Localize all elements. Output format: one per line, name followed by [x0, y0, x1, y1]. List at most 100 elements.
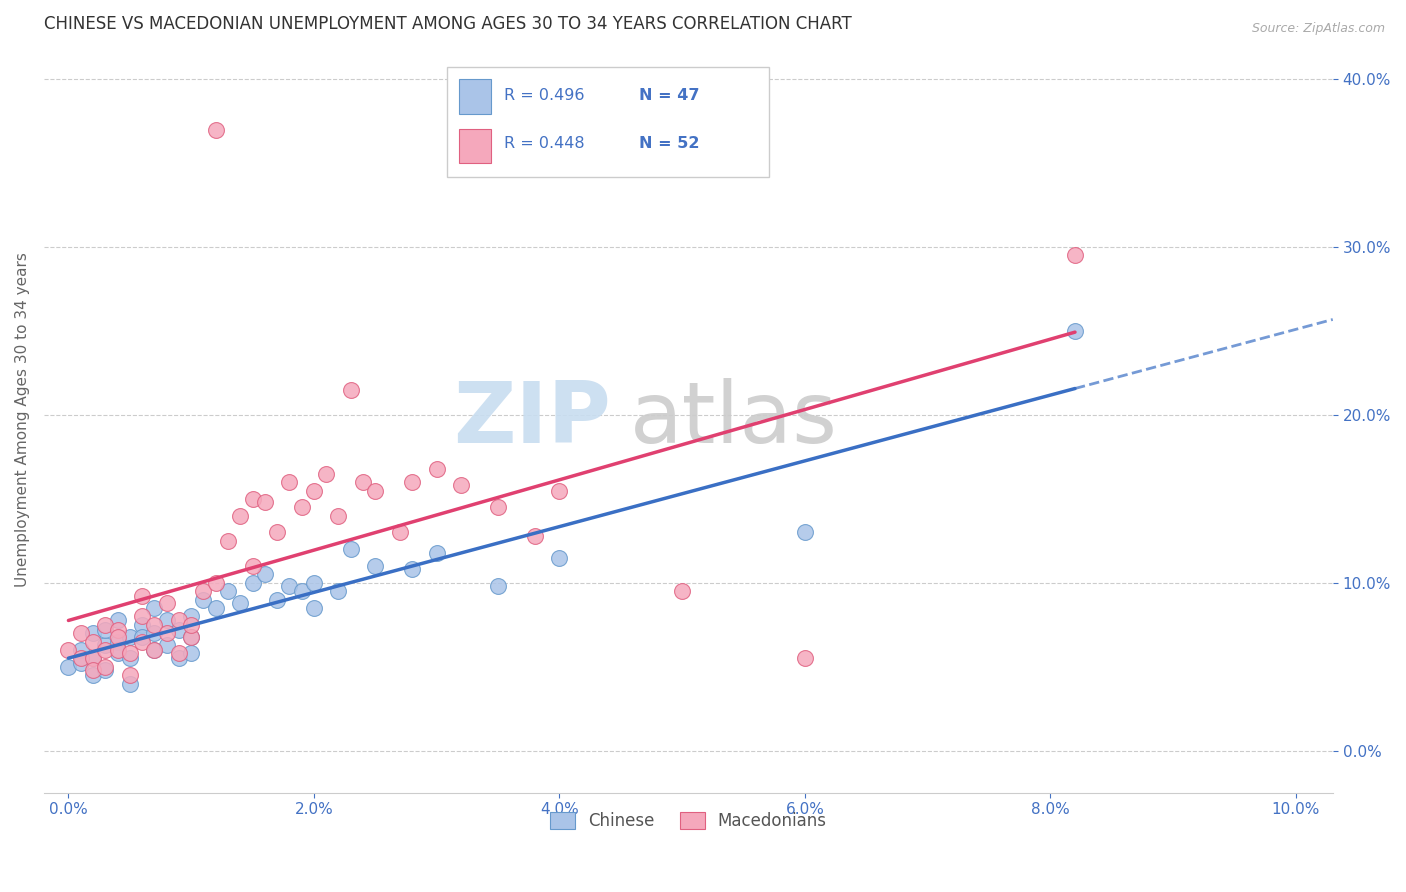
Point: [143, 617, 166, 632]
Point: [131, 634, 153, 648]
Point: [156, 626, 179, 640]
Point: [302, 483, 325, 498]
Y-axis label: Unemployment Among Ages 30 to 34 years: Unemployment Among Ages 30 to 34 years: [15, 252, 30, 587]
Point: [143, 643, 166, 657]
Point: [131, 617, 153, 632]
Point: [229, 508, 252, 523]
Point: [339, 383, 361, 397]
Point: [94, 623, 117, 637]
Point: [242, 575, 264, 590]
Point: [82, 651, 104, 665]
Point: [426, 461, 449, 475]
Text: ZIP: ZIP: [453, 377, 612, 460]
Point: [193, 584, 215, 599]
Point: [180, 646, 202, 660]
Point: [204, 575, 226, 590]
Point: [107, 623, 129, 637]
Point: [156, 613, 179, 627]
Point: [82, 626, 104, 640]
Point: [401, 562, 423, 576]
Point: [107, 630, 129, 644]
Point: [291, 584, 314, 599]
Point: [193, 592, 215, 607]
Text: Source: ZipAtlas.com: Source: ZipAtlas.com: [1251, 22, 1385, 36]
Point: [94, 638, 117, 652]
Point: [143, 643, 166, 657]
Point: [107, 613, 129, 627]
Point: [82, 651, 104, 665]
Point: [69, 651, 91, 665]
Point: [180, 630, 202, 644]
Point: [278, 579, 301, 593]
Point: [339, 542, 361, 557]
Point: [671, 584, 693, 599]
Point: [131, 589, 153, 603]
Point: [118, 651, 141, 665]
Point: [167, 651, 190, 665]
Point: [401, 475, 423, 489]
Point: [352, 475, 374, 489]
Point: [69, 657, 91, 671]
Point: [486, 500, 509, 515]
Point: [180, 617, 202, 632]
Point: [143, 601, 166, 615]
Point: [94, 663, 117, 677]
Point: [167, 623, 190, 637]
Point: [58, 643, 80, 657]
Point: [328, 508, 350, 523]
Point: [167, 613, 190, 627]
Point: [180, 609, 202, 624]
Point: [388, 525, 411, 540]
Point: [266, 592, 288, 607]
Point: [94, 643, 117, 657]
Point: [548, 550, 571, 565]
Point: [82, 668, 104, 682]
Point: [167, 646, 190, 660]
Point: [143, 626, 166, 640]
Point: [217, 584, 239, 599]
Point: [364, 559, 387, 574]
Point: [69, 643, 91, 657]
Point: [69, 626, 91, 640]
Point: [94, 659, 117, 673]
Point: [364, 483, 387, 498]
Point: [118, 676, 141, 690]
Point: [118, 668, 141, 682]
Point: [217, 533, 239, 548]
Point: [131, 630, 153, 644]
Point: [794, 651, 817, 665]
Point: [486, 579, 509, 593]
Point: [291, 500, 314, 515]
Point: [82, 634, 104, 648]
Point: [242, 491, 264, 506]
Point: [1064, 248, 1087, 262]
Point: [278, 475, 301, 489]
Point: [253, 567, 276, 582]
Point: [58, 659, 80, 673]
Point: [107, 646, 129, 660]
Point: [266, 525, 288, 540]
Point: [242, 559, 264, 574]
Point: [1064, 324, 1087, 338]
Point: [204, 122, 226, 136]
Point: [118, 630, 141, 644]
Point: [450, 478, 472, 492]
Point: [302, 575, 325, 590]
Point: [156, 596, 179, 610]
Text: atlas: atlas: [630, 377, 838, 460]
Text: CHINESE VS MACEDONIAN UNEMPLOYMENT AMONG AGES 30 TO 34 YEARS CORRELATION CHART: CHINESE VS MACEDONIAN UNEMPLOYMENT AMONG…: [44, 15, 852, 33]
Point: [82, 663, 104, 677]
Point: [107, 634, 129, 648]
Point: [107, 643, 129, 657]
Point: [548, 483, 571, 498]
Point: [229, 596, 252, 610]
Point: [794, 525, 817, 540]
Point: [523, 529, 546, 543]
Point: [315, 467, 337, 481]
Point: [156, 638, 179, 652]
Point: [131, 609, 153, 624]
Point: [204, 601, 226, 615]
Legend: Chinese, Macedonians: Chinese, Macedonians: [543, 805, 834, 837]
Point: [328, 584, 350, 599]
Point: [302, 601, 325, 615]
